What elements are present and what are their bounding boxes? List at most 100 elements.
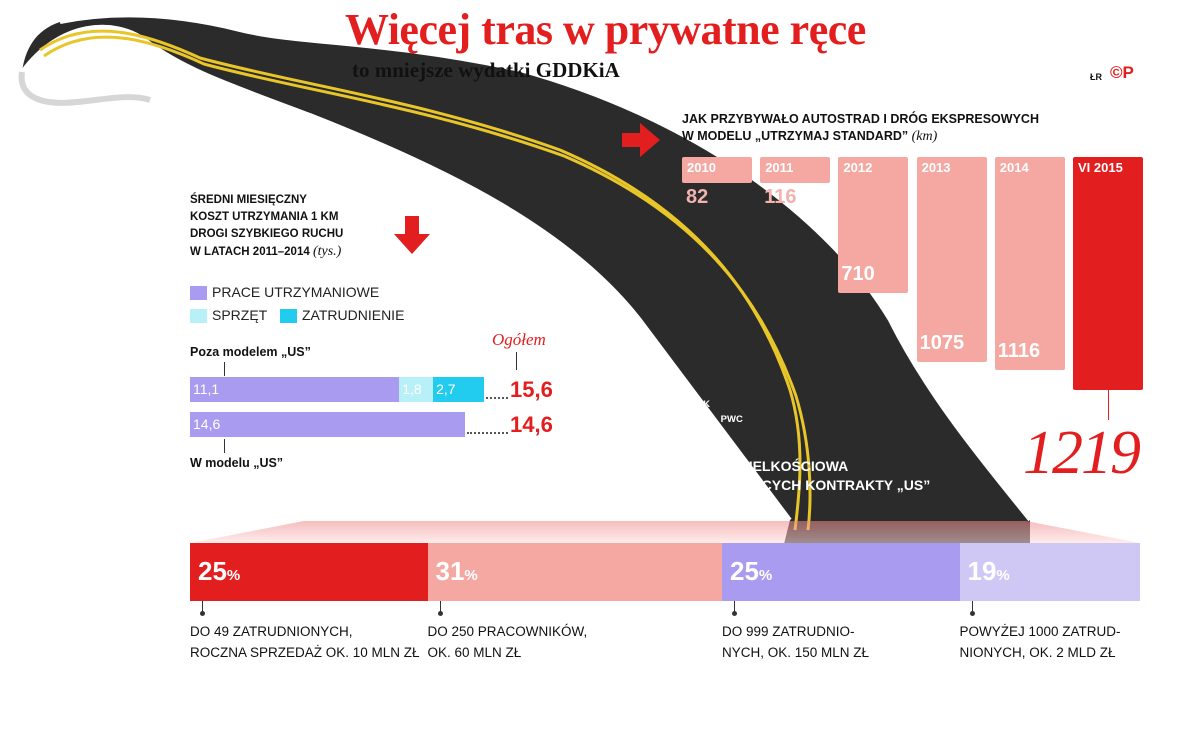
firm-segment-description: powyżej 1000 zatrud-nionych, ok. 2 mld z… — [960, 621, 1121, 663]
highway-value-label: 116 — [764, 186, 797, 208]
road-shadow — [18, 71, 151, 106]
page-title: Więcej tras w prywatne ręce — [345, 5, 866, 54]
firm-pin-head — [200, 611, 205, 616]
highway-bar-2013 — [916, 157, 987, 363]
firm-segment — [190, 543, 428, 601]
firm-title-line2: firm realizujących kontrakty „US” — [645, 477, 931, 493]
total-pin — [516, 352, 517, 370]
arrow-right-icon — [622, 123, 660, 157]
highway-bar-2012 — [838, 157, 909, 293]
highway-bar-2011 — [760, 157, 831, 183]
firm-segment — [959, 543, 1140, 601]
arrow-down-icon — [394, 216, 430, 254]
percent-sign: % — [996, 567, 1010, 584]
firm-pin — [734, 601, 735, 613]
firm-chart-title: Struktura wielkościowa firm realizującyc… — [645, 457, 930, 495]
firm-pin-head — [732, 611, 737, 616]
source-note: SHUTTERSTOCK ŹRÓDŁO: GDDKIA, PWC — [632, 397, 743, 427]
cost-bar-segment — [190, 377, 400, 402]
highway-year-label: 2012 — [843, 160, 873, 175]
desc-line2: ok. 60 mln zł — [427, 645, 522, 660]
road-line-2 — [43, 35, 812, 531]
road-surface — [22, 15, 1030, 560]
total-label: Ogółem — [492, 330, 546, 349]
arrow-down-white-icon — [594, 460, 626, 496]
legend-maintenance: PRACE UTRZYMANIOWE — [212, 284, 380, 300]
road-edge-left — [20, 24, 792, 522]
highway-year-label: 2010 — [687, 160, 716, 175]
cost-dotted-leader — [486, 397, 508, 399]
desc-line1: powyżej 1000 zatrud- — [959, 624, 1121, 639]
source-line2: ŹRÓDŁO: GDDKIA, PWC — [632, 414, 743, 425]
firm-pin — [971, 601, 973, 613]
highway-value-label: 1116 — [997, 340, 1041, 363]
firm-segment-description: do 999 zatrudnio-nych, ok. 150 mln zł — [722, 621, 869, 663]
row-label-in-model: W modelu „US” — [190, 456, 284, 470]
desc-line1: do 999 zatrudnio- — [722, 624, 855, 639]
percent-sign: % — [464, 567, 478, 584]
highway-year-label: VI 2015 — [1078, 160, 1123, 175]
firm-segment — [427, 543, 722, 601]
cost-bar-label: 2,7 — [436, 381, 456, 397]
cost-bar-label: 1,8 — [402, 381, 422, 397]
highway-title-line1: Jak przybywało autostrad i dróg ekspreso… — [682, 112, 1039, 126]
cost-bar-label: 11,1 — [193, 381, 220, 397]
desc-line2: roczna sprzedaż ok. 10 mln zł — [190, 645, 420, 660]
firm-segment-percent: 25% — [730, 556, 773, 586]
row-pin-outside — [224, 362, 225, 376]
cost-bar-segment — [190, 412, 466, 437]
cost-title-line2: koszt utrzymania 1 km — [190, 211, 339, 223]
road-edge-right — [59, 13, 1032, 522]
firm-title-line1: Struktura wielkościowa — [645, 458, 849, 474]
legend-swatch-equipment — [190, 309, 207, 323]
cost-total-value: 15,6 — [510, 377, 553, 402]
cost-bar-label: 14,6 — [193, 416, 221, 432]
cost-bar-segment — [433, 377, 484, 402]
page-subtitle: to mniejsze wydatki GDDKiA — [352, 58, 620, 82]
desc-line2: nionych, ok. 2 mld zł — [959, 645, 1116, 660]
author-credit: ŁR — [1090, 72, 1102, 82]
firm-segment — [722, 543, 960, 601]
firm-pin — [439, 601, 441, 613]
road-line-1 — [39, 29, 802, 531]
publisher-logo: ©P — [1110, 63, 1134, 82]
firm-pin-head — [969, 611, 975, 616]
firm-band-top — [190, 521, 1140, 543]
percent-sign: % — [226, 567, 241, 584]
legend-equipment: SPRZĘT — [212, 307, 268, 323]
firm-segment-description: do 250 pracowników, ok. 60 mln zł — [428, 621, 588, 663]
source-line1: SHUTTERSTOCK — [632, 399, 710, 410]
highway-unit: (km) — [911, 129, 938, 144]
highway-bar-2014 — [994, 157, 1065, 371]
highway-value-pin — [1108, 390, 1109, 420]
highway-value-label: 710 — [841, 262, 875, 285]
firm-segment-percent: 25% — [198, 556, 241, 586]
desc-line2: nych, ok. 150 mln zł — [722, 645, 870, 660]
desc-line1: do 250 pracowników, — [427, 624, 588, 639]
desc-line1: do 49 zatrudnionych, — [190, 624, 353, 639]
row-pin-in — [224, 439, 225, 453]
firm-segment-percent: 19% — [967, 556, 1010, 586]
cost-title-line3: drogi szybkiego ruchu — [190, 228, 344, 240]
highway-year-label: 2014 — [999, 160, 1029, 175]
firm-pin — [202, 601, 203, 613]
highway-value-label: 82 — [686, 186, 709, 208]
legend-employment: ZATRUDNIENIE — [302, 307, 405, 323]
cost-dotted-leader — [467, 432, 508, 434]
highway-bar-2010 — [682, 157, 752, 183]
highway-bar-vi-2015 — [1073, 157, 1143, 390]
cost-bar-segment — [399, 377, 434, 402]
highway-value-label: 1075 — [919, 332, 965, 355]
highway-title-line2: w modelu „utrzymaj standard” — [682, 129, 909, 143]
firm-pin-head — [437, 611, 443, 616]
legend-swatch-maintenance — [190, 286, 207, 300]
highway-year-label: 2013 — [921, 160, 951, 175]
highway-chart-title: Jak przybywało autostrad i dróg ekspreso… — [682, 111, 1039, 145]
cost-chart-title: Średni miesięczny koszt utrzymania 1 km … — [190, 192, 343, 261]
row-label-outside-model: Poza modelem „US” — [190, 345, 311, 359]
cost-title-line1: Średni miesięczny — [190, 194, 307, 206]
firm-segment-percent: 31% — [435, 556, 478, 586]
highway-year-label: 2011 — [765, 160, 794, 175]
cost-unit: (tys.) — [312, 244, 342, 259]
